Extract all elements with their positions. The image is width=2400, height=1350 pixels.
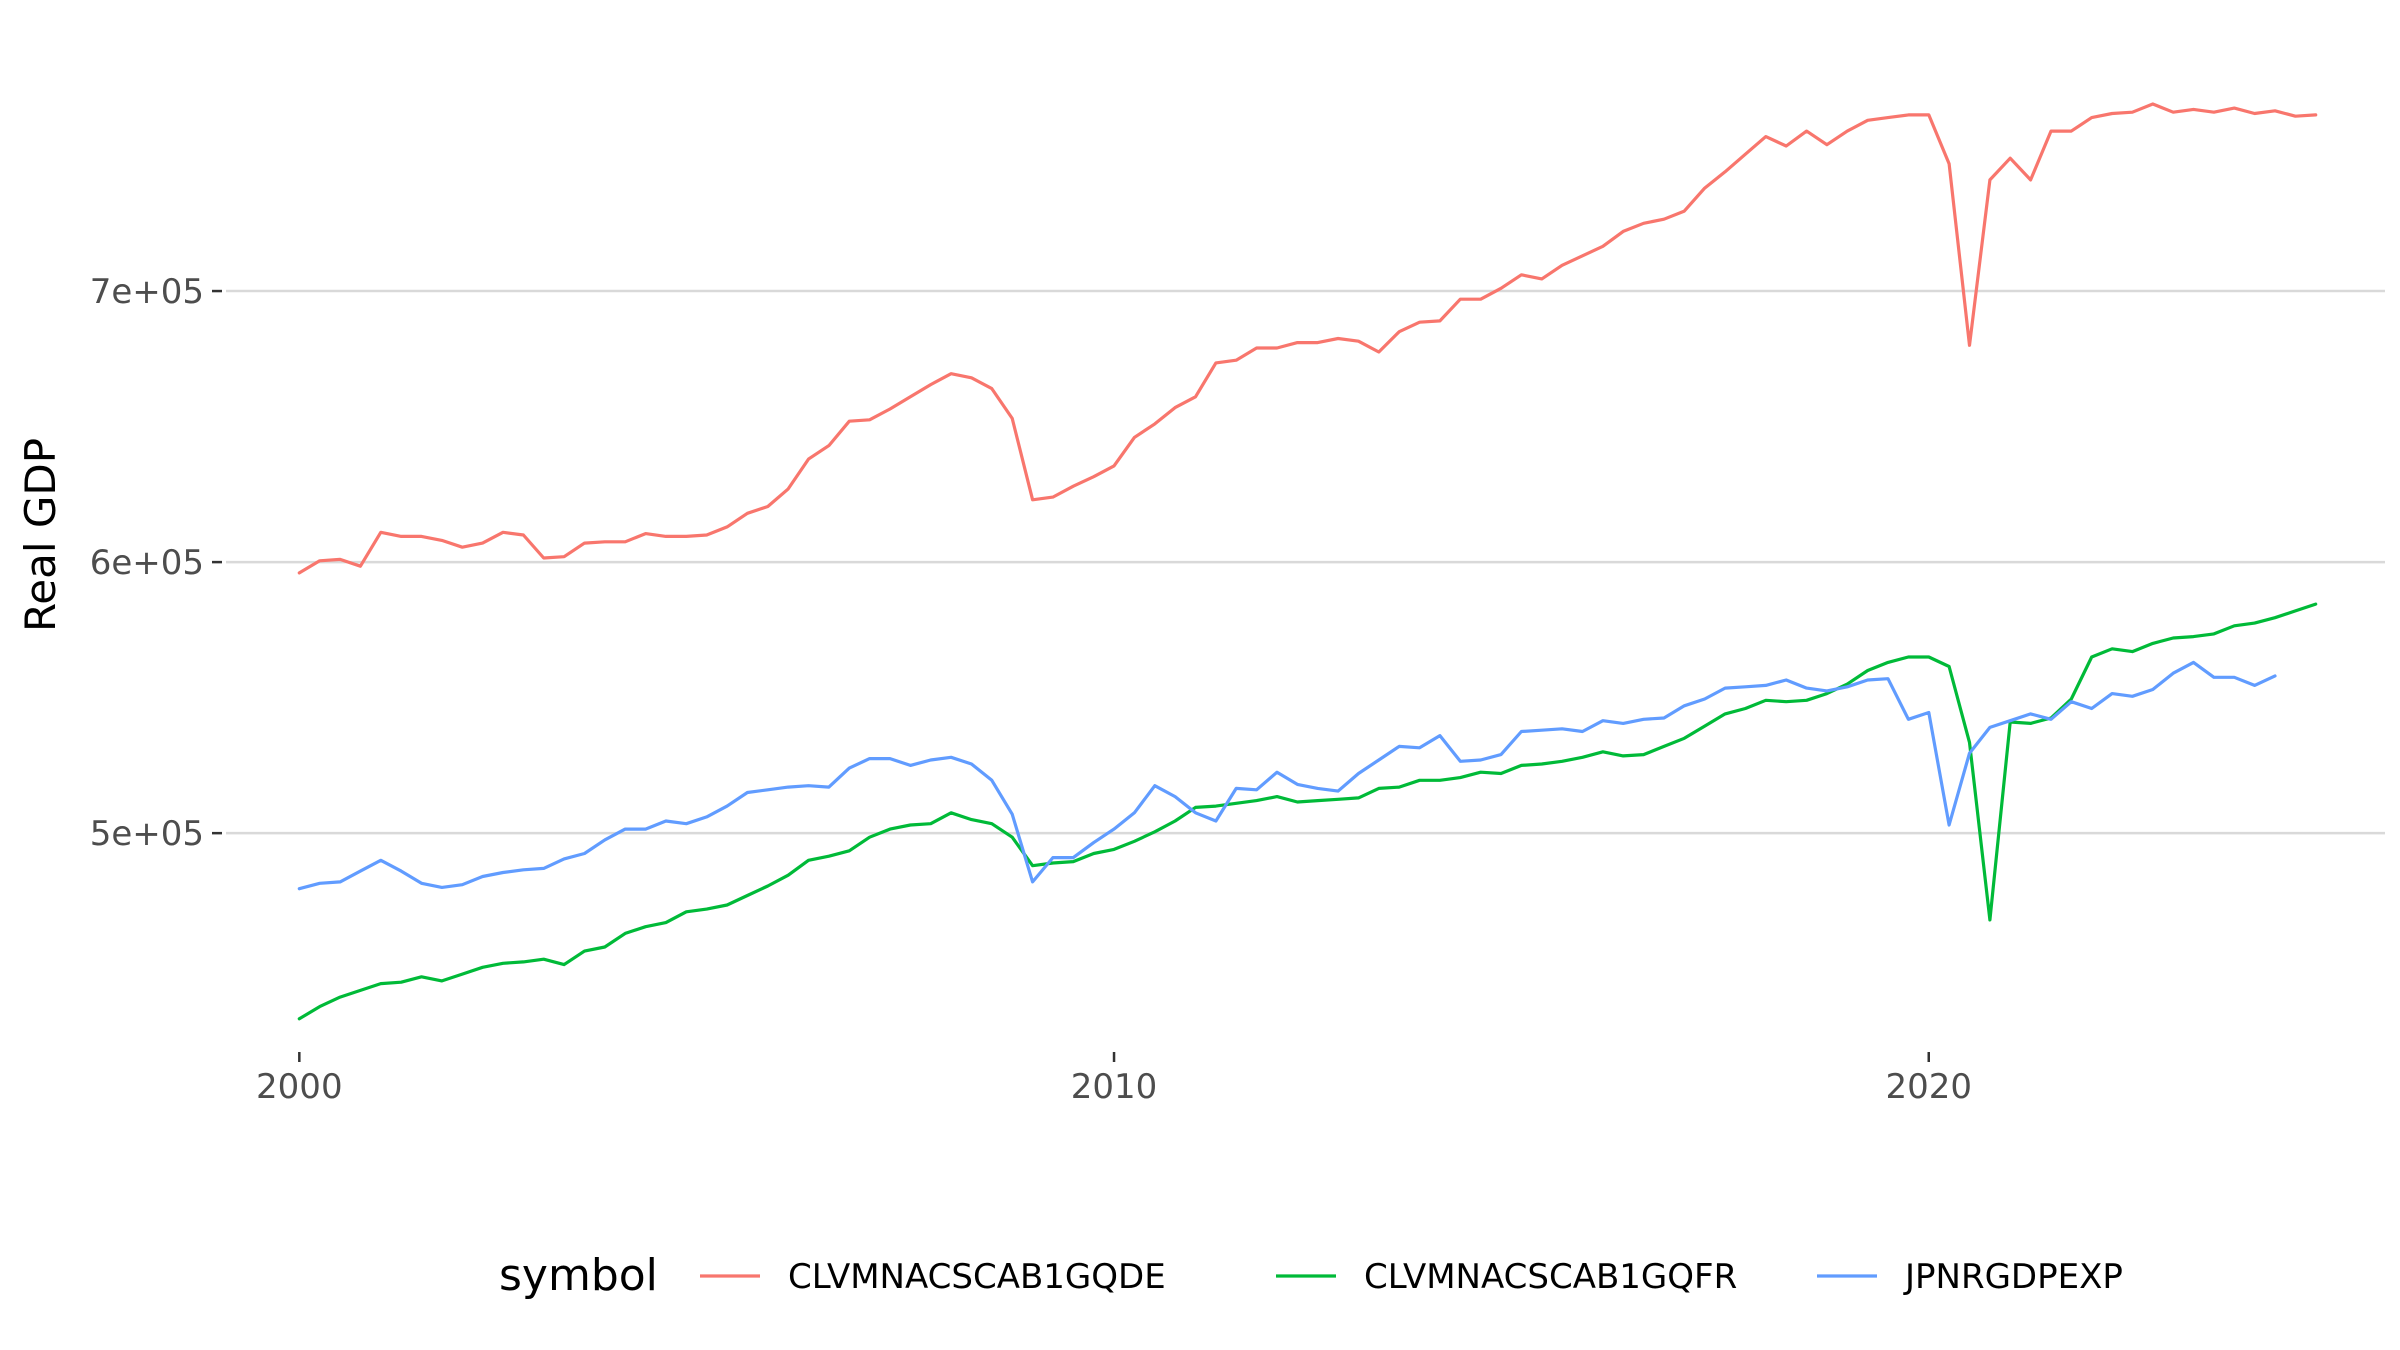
legend-label-clvmnacscab1gqde: CLVMNACSCAB1GQDE xyxy=(788,1257,1166,1297)
y-axis-title: Real GDP xyxy=(16,438,65,632)
y-tick-label: 5e+05 xyxy=(90,814,204,854)
x-tick-label: 2020 xyxy=(1885,1067,1972,1107)
legend-label-clvmnacscab1gqfr: CLVMNACSCAB1GQFR xyxy=(1364,1257,1737,1297)
legend-label-jpnrgdpexp: JPNRGDPEXP xyxy=(1903,1257,2123,1297)
x-tick-label: 2010 xyxy=(1071,1067,1158,1107)
grid-layer xyxy=(226,289,2385,835)
y-tick-label: 6e+05 xyxy=(90,543,204,583)
axis-layer: 5e+05 6e+05 7e+05 2000 2010 2020 xyxy=(90,272,1972,1107)
x-tick-label: 2000 xyxy=(256,1067,343,1107)
series-line-jpnrgdpexp xyxy=(297,660,2277,891)
series-line-clvmnacscab1gqfr xyxy=(297,602,2318,1021)
series-line-clvmnacscab1gqde xyxy=(297,102,2318,575)
series-layer xyxy=(297,102,2318,1021)
legend-title: symbol xyxy=(499,1250,658,1301)
y-tick-label: 7e+05 xyxy=(90,272,204,312)
legend: symbol CLVMNACSCAB1GQDE CLVMNACSCAB1GQFR J… xyxy=(499,1250,2123,1301)
